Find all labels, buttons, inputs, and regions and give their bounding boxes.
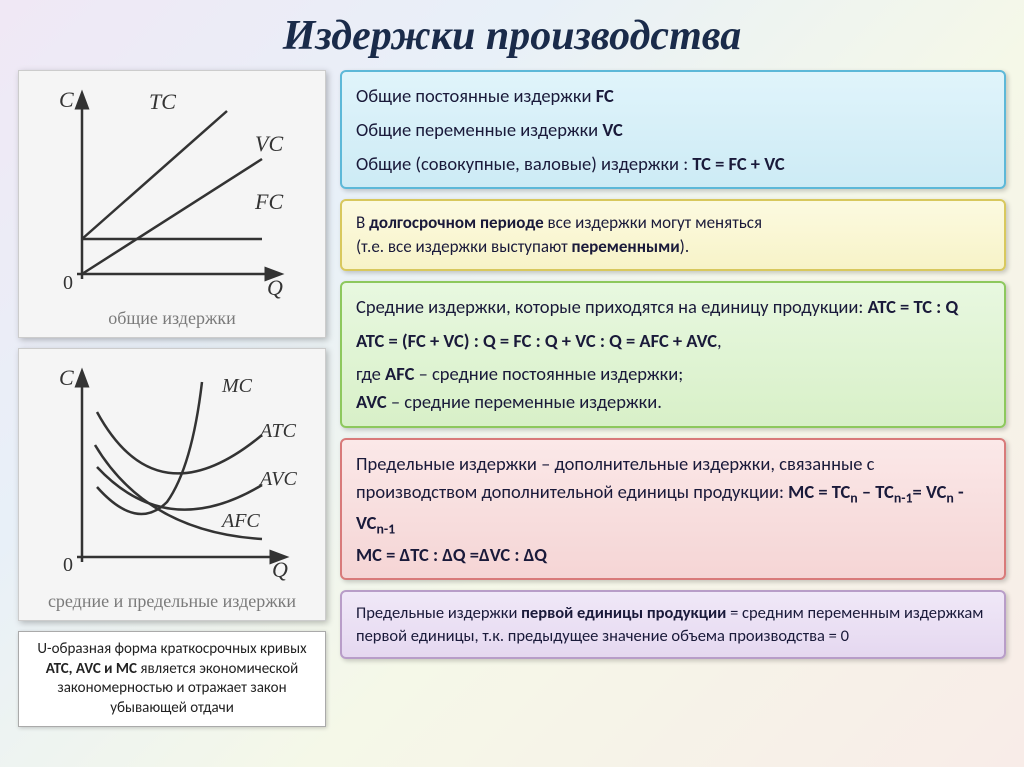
green-line4: AVC – средние переменные издержки.	[356, 388, 990, 416]
chart2-svg: C Q 0 MC ATC AVC AFC	[27, 357, 317, 582]
chart2-mc-label: MC	[221, 375, 253, 397]
main-layout: C Q 0 TC VC FC общие издержки	[18, 70, 1006, 727]
green-line3: где AFC – средние постоянные издержки;	[356, 360, 990, 388]
blue-line1: Общие постоянные издержки FC	[356, 82, 990, 110]
box-average-costs: Средние издержки, которые приходятся на …	[340, 281, 1006, 428]
chart1-svg: C Q 0 TC VC FC	[27, 79, 317, 299]
chart1-origin: 0	[63, 272, 73, 294]
blue-line2: Общие переменные издержки VC	[356, 116, 990, 144]
chart2-y-label: C	[59, 365, 74, 390]
chart2-caption: средние и предельные издержки	[27, 591, 317, 612]
note-text-1: U-образная форма краткосрочных кривых	[37, 640, 306, 658]
chart1-caption: общие издержки	[27, 308, 317, 329]
chart1-tc-line	[82, 111, 227, 239]
u-shape-note: U-образная форма краткосрочных кривых AT…	[18, 631, 326, 727]
red-line2: MC = ΔTC : ΔQ =ΔVC : ΔQ	[356, 541, 990, 569]
yellow-line1: В долгосрочном периоде все издержки могу…	[356, 211, 990, 235]
blue-line3: Общие (совокупные, валовые) издержки : T…	[356, 150, 990, 178]
box-long-run: В долгосрочном периоде все издержки могу…	[340, 199, 1006, 271]
box-first-unit: Предельные издержки первой единицы проду…	[340, 590, 1006, 659]
green-line1: Средние издержки, которые приходятся на …	[356, 293, 990, 321]
chart-total-costs: C Q 0 TC VC FC общие издержки	[18, 70, 326, 338]
yellow-line2: (т.е. все издержки выступают переменными…	[356, 235, 990, 259]
purple-text: Предельные издержки первой единицы проду…	[356, 603, 983, 645]
box-total-costs: Общие постоянные издержки FC Общие перем…	[340, 70, 1006, 189]
left-column: C Q 0 TC VC FC общие издержки	[18, 70, 326, 727]
chart1-fc-label: FC	[254, 189, 283, 214]
red-line1: Предельные издержки – дополнительные изд…	[356, 450, 990, 541]
chart1-x-label: Q	[267, 275, 283, 299]
chart1-vc-label: VC	[255, 131, 283, 156]
chart2-avc-label: AVC	[258, 468, 297, 490]
chart2-mc-line	[97, 382, 202, 514]
page-title: Издержки производства	[18, 12, 1006, 60]
chart2-atc-line	[97, 412, 262, 473]
box-marginal-costs: Предельные издержки – дополнительные изд…	[340, 438, 1006, 581]
chart2-x-label: Q	[272, 557, 288, 582]
note-bold: ATC, AVC и MC	[46, 660, 137, 678]
chart-avg-marginal-costs: C Q 0 MC ATC AVC AFC средние и предельны…	[18, 348, 326, 621]
chart2-atc-label: ATC	[258, 420, 297, 442]
chart1-y-label: C	[59, 87, 74, 112]
green-line2: ATC = (FC + VC) : Q = FC : Q + VC : Q = …	[356, 327, 990, 355]
chart2-afc-label: AFC	[220, 510, 260, 532]
chart2-origin: 0	[63, 554, 73, 576]
right-column: Общие постоянные издержки FC Общие перем…	[340, 70, 1006, 727]
chart1-tc-label: TC	[149, 89, 176, 114]
